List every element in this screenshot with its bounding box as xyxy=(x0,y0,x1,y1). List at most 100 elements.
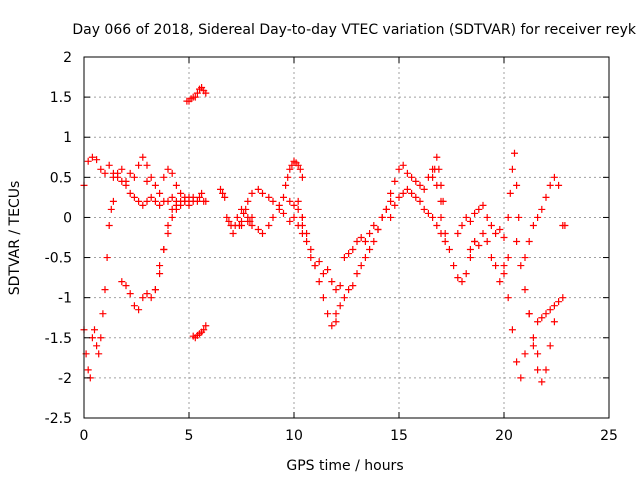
data-point xyxy=(487,254,495,262)
data-point xyxy=(458,221,466,229)
y-tick-label: -1.5 xyxy=(45,331,72,347)
data-point xyxy=(156,201,164,209)
data-point xyxy=(244,217,252,225)
data-point xyxy=(193,89,201,97)
data-point xyxy=(122,282,130,290)
data-point xyxy=(97,165,105,173)
data-point xyxy=(290,213,298,221)
data-point xyxy=(353,270,361,278)
data-point xyxy=(105,161,113,169)
series-descending-1-3h xyxy=(109,169,197,209)
data-point xyxy=(122,181,130,189)
series-peak-10h xyxy=(282,157,306,189)
data-point xyxy=(403,169,411,177)
data-point xyxy=(357,234,365,241)
y-tick-label: -1 xyxy=(58,291,72,307)
y-tick-label: -0.5 xyxy=(45,251,72,267)
data-point xyxy=(238,221,245,229)
data-point xyxy=(353,238,361,246)
data-point xyxy=(525,238,533,246)
data-point xyxy=(445,246,453,254)
data-point xyxy=(168,213,176,221)
data-point xyxy=(504,254,512,262)
data-point xyxy=(546,342,554,350)
data-point xyxy=(462,213,470,221)
data-point xyxy=(156,189,164,197)
data-point xyxy=(101,169,109,177)
data-point xyxy=(168,193,176,201)
series-spike-20h xyxy=(504,149,523,221)
data-point xyxy=(435,165,443,173)
data-point xyxy=(513,358,521,366)
y-tick-label: -2 xyxy=(58,371,72,387)
data-point xyxy=(118,165,126,173)
data-point xyxy=(542,366,550,374)
data-point xyxy=(244,197,252,205)
data-point xyxy=(382,205,390,213)
data-point xyxy=(259,189,266,197)
data-point xyxy=(130,173,138,181)
data-point xyxy=(189,197,197,205)
y-tick-label: 0.5 xyxy=(50,170,72,186)
data-point xyxy=(107,205,115,213)
data-point xyxy=(521,254,529,262)
data-point xyxy=(93,156,101,164)
data-point xyxy=(97,334,105,342)
data-point xyxy=(288,161,296,169)
series-high-island xyxy=(183,83,210,105)
data-point xyxy=(151,286,159,294)
chart-title: Day 066 of 2018, Sidereal Day-to-day VTE… xyxy=(72,22,637,38)
data-point xyxy=(298,213,306,221)
data-point xyxy=(280,209,287,217)
data-point xyxy=(479,229,487,237)
x-tick-label: 15 xyxy=(390,428,408,444)
data-point xyxy=(387,197,395,205)
data-point xyxy=(517,262,525,270)
data-point xyxy=(366,246,374,254)
data-point xyxy=(259,229,266,237)
data-point xyxy=(168,169,176,177)
data-point xyxy=(130,302,138,310)
data-points xyxy=(80,83,569,386)
data-point xyxy=(139,294,147,302)
data-point xyxy=(378,213,386,221)
data-point xyxy=(164,229,172,237)
data-point xyxy=(135,161,143,169)
data-point xyxy=(139,153,147,161)
series-drop-20-21h-b xyxy=(513,238,542,358)
series-recovery-12-14h-b xyxy=(340,197,395,262)
series-band-8-10h-b xyxy=(238,205,306,237)
data-point xyxy=(248,213,256,221)
data-point xyxy=(500,270,508,278)
x-axis-label: GPS time / hours xyxy=(286,458,403,474)
data-point xyxy=(156,262,164,270)
data-point xyxy=(286,217,294,225)
data-point xyxy=(420,205,428,213)
data-point xyxy=(361,238,369,246)
data-point xyxy=(105,221,113,229)
data-point xyxy=(118,177,126,185)
data-point xyxy=(240,209,248,217)
data-point xyxy=(225,217,233,225)
data-point xyxy=(151,197,159,205)
data-point xyxy=(233,213,241,221)
data-point xyxy=(126,189,134,197)
data-point xyxy=(466,246,474,254)
data-point xyxy=(345,250,353,258)
data-point xyxy=(525,310,533,318)
data-point xyxy=(269,213,277,221)
data-point xyxy=(118,278,126,286)
series-rise-3-4h xyxy=(143,165,201,205)
data-point xyxy=(95,350,103,358)
data-point xyxy=(508,326,516,334)
data-point xyxy=(275,205,283,213)
series-fall-10-12h-b xyxy=(298,221,344,294)
data-point xyxy=(416,197,424,205)
data-point xyxy=(546,181,554,189)
data-point xyxy=(91,326,98,334)
data-point xyxy=(280,193,287,201)
data-point xyxy=(387,189,395,197)
data-point xyxy=(538,378,546,386)
data-point xyxy=(282,181,290,189)
data-point xyxy=(164,197,172,205)
